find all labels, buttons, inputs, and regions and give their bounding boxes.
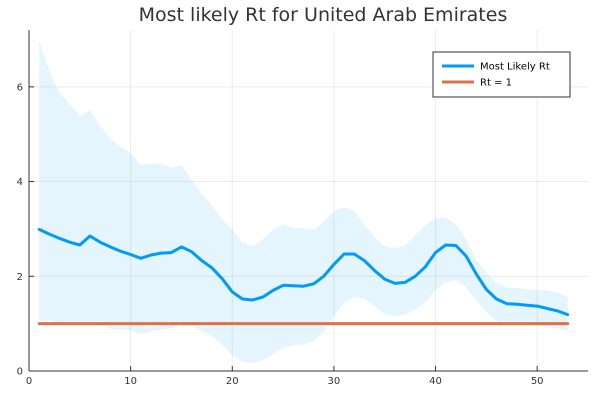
y-tick-label: 6 (17, 82, 23, 93)
y-tick-label: 2 (17, 272, 23, 283)
y-tick-label: 4 (17, 177, 23, 188)
legend-label: Most Likely Rt (480, 62, 550, 73)
x-tick-label: 20 (226, 376, 239, 387)
legend-box (432, 51, 571, 98)
confidence-band (39, 40, 568, 364)
rt-confidence-band (39, 40, 568, 364)
x-tick-label: 0 (26, 376, 32, 387)
axes (28, 30, 588, 372)
series-lines (37, 227, 570, 326)
chart-title: Most likely Rt for United Arab Emirates (139, 4, 508, 26)
legend-label: Rt = 1 (480, 78, 512, 89)
most-likely-rt-line (37, 227, 570, 317)
x-tick-label: 50 (531, 376, 544, 387)
y-tick-label: 0 (17, 367, 23, 378)
x-tick-label: 30 (328, 376, 341, 387)
x-tick-label: 10 (124, 376, 137, 387)
tick-labels: 0 10 20 30 40 50 0 2 4 6 (17, 82, 544, 387)
legend: Most Likely Rt Rt = 1 (432, 51, 571, 98)
x-tick-label: 40 (429, 376, 442, 387)
